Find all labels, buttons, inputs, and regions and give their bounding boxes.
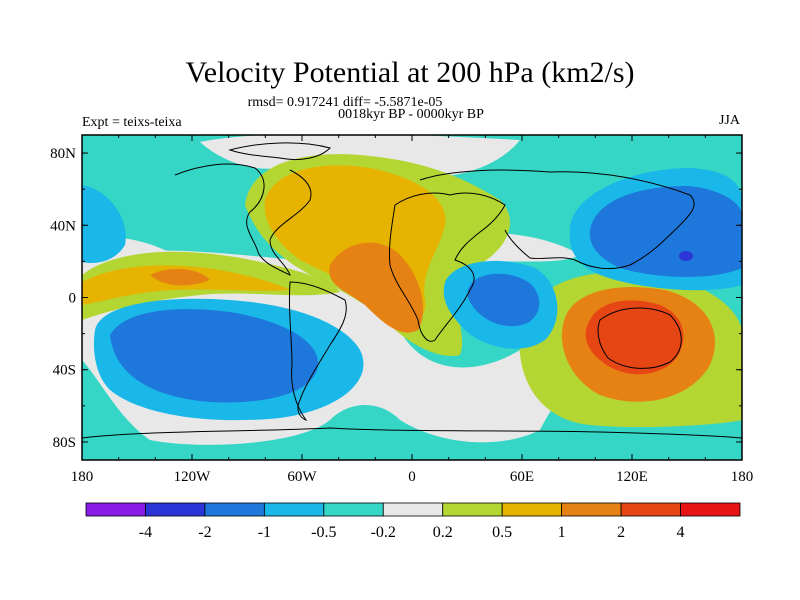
field-neg2-north-pacific	[679, 251, 693, 261]
field-neg1-south-pacific	[110, 309, 319, 403]
x-tick-label: 120W	[174, 469, 212, 485]
x-tick-label: 120E	[616, 469, 648, 485]
colorbar-swatch	[145, 502, 206, 517]
colorbar-swatch	[323, 502, 384, 517]
colorbar-swatch	[263, 502, 325, 517]
expt-label: Expt = teixs-teixa	[82, 115, 182, 130]
colorbar-swatch	[204, 502, 265, 517]
colorbar-swatch	[561, 502, 622, 517]
colorbar-label: 4	[677, 524, 685, 541]
colorbar-label: 1	[558, 524, 566, 541]
colorbar-swatch	[442, 502, 503, 517]
x-tick-label: 60W	[287, 469, 317, 485]
colorbar-swatch	[501, 502, 563, 517]
x-tick-label: 180	[71, 469, 94, 485]
x-tick-label: 0	[408, 469, 416, 485]
axis-ticks	[81, 135, 743, 460]
coast-south-america	[288, 281, 347, 421]
y-tick-label: 80S	[53, 435, 76, 451]
field-neg1-indian	[467, 273, 540, 327]
y-tick-label: 40S	[53, 363, 76, 379]
map-field	[82, 135, 742, 460]
coast-eurasia	[419, 169, 695, 270]
colorbar-label: 0.2	[433, 524, 453, 541]
field-two-atlantic	[329, 242, 424, 333]
coast-greenland	[228, 142, 331, 161]
field-neg-west-edge	[82, 185, 126, 264]
coast-australia	[597, 307, 682, 369]
coast-africa	[389, 192, 506, 342]
y-tick-label: 0	[69, 291, 77, 307]
y-tick-label: 40N	[50, 218, 76, 234]
period-label: 0018kyr BP - 0000kyr BP	[338, 107, 484, 122]
colorbar-label: -4	[139, 524, 152, 541]
field-four-australia	[585, 300, 684, 375]
colorbar-label: -2	[198, 524, 211, 541]
colorbar-swatch	[620, 502, 681, 517]
field-neg1-north-pacific	[589, 185, 742, 277]
colorbar-swatch	[680, 502, 741, 517]
colorbar-swatch	[382, 502, 444, 517]
colorbar-label: -0.5	[311, 524, 336, 541]
x-tick-label: 180	[731, 469, 754, 485]
colorbar-label: 0.5	[492, 524, 512, 541]
chart-title: Velocity Potential at 200 hPa (km2/s)	[185, 56, 634, 89]
colorbar-swatch	[85, 502, 146, 517]
colorbar-label: -1	[258, 524, 271, 541]
coast-antarctica	[82, 427, 742, 439]
colorbar-label: 2	[617, 524, 625, 541]
stats-line: rmsd= 0.917241 diff= -5.5871e-05	[248, 95, 443, 110]
coastlines	[82, 142, 742, 439]
colorbar	[85, 502, 741, 517]
field-two-pacific-band	[150, 268, 210, 286]
colorbar-label: -0.2	[371, 524, 396, 541]
y-tick-label: 80N	[50, 146, 76, 162]
coast-north-america	[174, 163, 312, 276]
x-tick-label: 60E	[510, 469, 534, 485]
season-label: JJA	[719, 113, 741, 128]
